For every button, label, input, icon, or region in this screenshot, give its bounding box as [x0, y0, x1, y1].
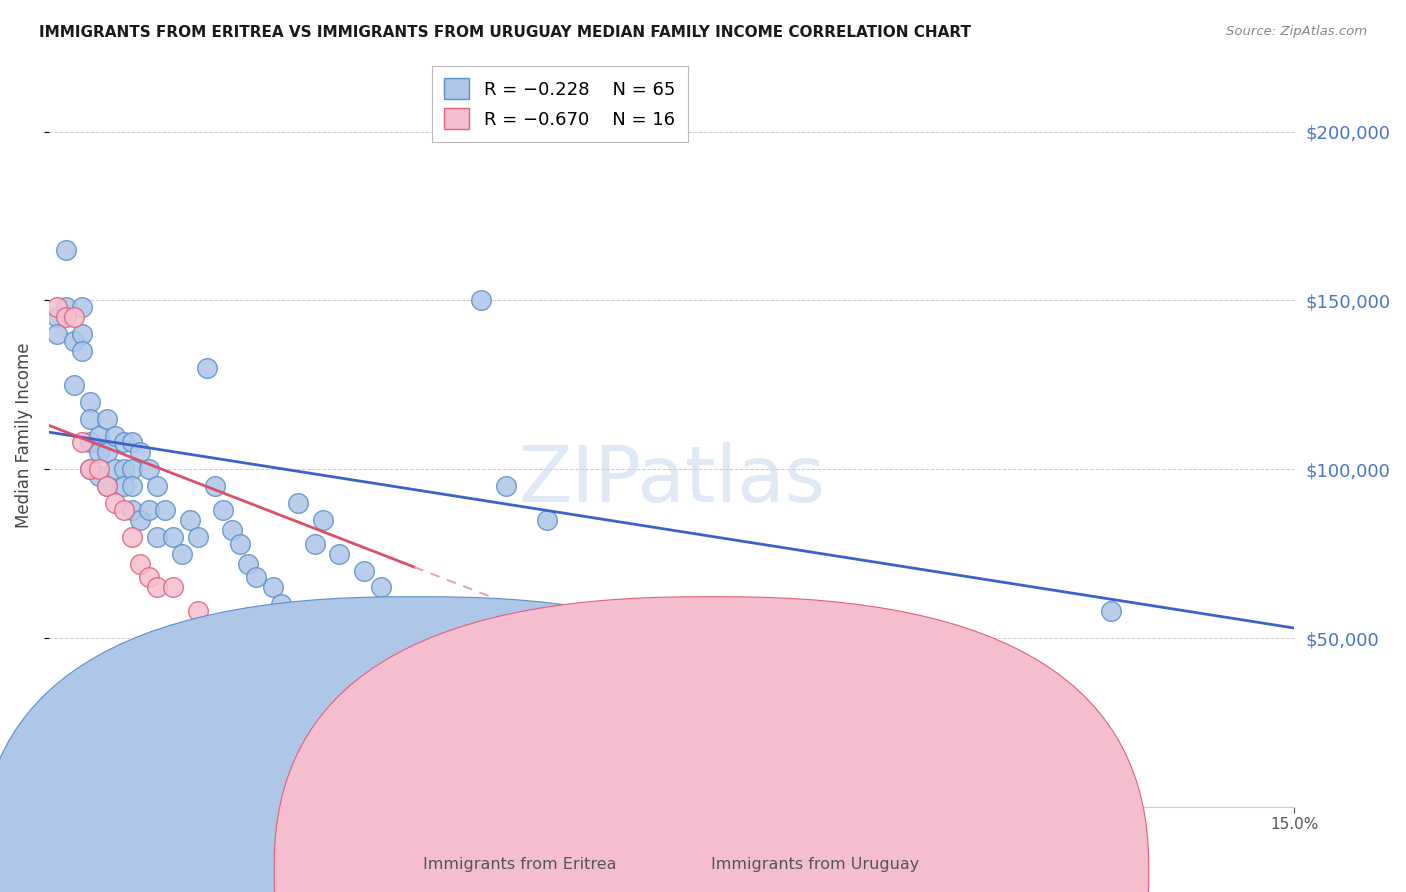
Point — [245, 570, 267, 584]
Point — [104, 462, 127, 476]
Point — [195, 361, 218, 376]
Point — [138, 570, 160, 584]
Point — [436, 631, 458, 645]
Point — [63, 334, 86, 348]
Point — [112, 503, 135, 517]
Point — [270, 598, 292, 612]
Point — [87, 469, 110, 483]
Point — [63, 377, 86, 392]
Point — [96, 479, 118, 493]
Point — [187, 604, 209, 618]
Point — [70, 435, 93, 450]
Point — [138, 462, 160, 476]
Point — [146, 530, 169, 544]
Point — [404, 614, 426, 628]
Point — [55, 243, 77, 257]
Point — [153, 503, 176, 517]
Point — [387, 604, 409, 618]
Point — [121, 479, 143, 493]
Text: Immigrants from Uruguay: Immigrants from Uruguay — [711, 857, 920, 872]
Point — [229, 536, 252, 550]
Point — [79, 411, 101, 425]
Point — [121, 503, 143, 517]
Point — [453, 638, 475, 652]
Point — [411, 614, 433, 628]
Point — [561, 614, 583, 628]
Point — [121, 530, 143, 544]
Point — [312, 513, 335, 527]
Y-axis label: Median Family Income: Median Family Income — [15, 343, 32, 528]
Point — [619, 631, 641, 645]
Point — [138, 503, 160, 517]
Point — [353, 564, 375, 578]
Point — [104, 428, 127, 442]
Point — [304, 536, 326, 550]
Point — [70, 327, 93, 342]
Point — [495, 479, 517, 493]
Point — [212, 503, 235, 517]
Point — [55, 310, 77, 325]
Point — [129, 513, 152, 527]
Point — [238, 557, 260, 571]
Point — [79, 394, 101, 409]
Point — [46, 327, 69, 342]
Point — [121, 462, 143, 476]
Point — [162, 581, 184, 595]
Point — [221, 523, 243, 537]
Point — [96, 411, 118, 425]
Text: Immigrants from Eritrea: Immigrants from Eritrea — [423, 857, 617, 872]
Point — [129, 557, 152, 571]
Point — [179, 513, 201, 527]
Point — [129, 445, 152, 459]
Point — [46, 300, 69, 314]
Legend: R = −0.228    N = 65, R = −0.670    N = 16: R = −0.228 N = 65, R = −0.670 N = 16 — [432, 66, 688, 142]
Point — [536, 513, 558, 527]
Point — [87, 445, 110, 459]
Text: IMMIGRANTS FROM ERITREA VS IMMIGRANTS FROM URUGUAY MEDIAN FAMILY INCOME CORRELAT: IMMIGRANTS FROM ERITREA VS IMMIGRANTS FR… — [39, 25, 972, 40]
Text: Source: ZipAtlas.com: Source: ZipAtlas.com — [1226, 25, 1367, 38]
Point — [87, 462, 110, 476]
Point — [79, 462, 101, 476]
Point — [262, 581, 284, 595]
Point — [70, 344, 93, 359]
Point — [87, 428, 110, 442]
Point — [162, 530, 184, 544]
Point — [104, 496, 127, 510]
Point — [46, 310, 69, 325]
Point — [470, 293, 492, 308]
Point — [112, 479, 135, 493]
Point — [79, 462, 101, 476]
Point — [70, 300, 93, 314]
Point — [370, 581, 392, 595]
Point — [661, 658, 683, 673]
Point — [170, 547, 193, 561]
Point — [112, 435, 135, 450]
Point — [287, 496, 309, 510]
Point — [55, 300, 77, 314]
Point — [96, 445, 118, 459]
Point — [187, 530, 209, 544]
Point — [121, 435, 143, 450]
Point — [146, 581, 169, 595]
Point — [328, 547, 350, 561]
Point — [96, 479, 118, 493]
Point — [1101, 604, 1123, 618]
Point — [146, 479, 169, 493]
Point — [112, 462, 135, 476]
Text: ZIPatlas: ZIPatlas — [517, 442, 825, 518]
Point — [204, 479, 226, 493]
Point — [79, 435, 101, 450]
Point — [63, 310, 86, 325]
